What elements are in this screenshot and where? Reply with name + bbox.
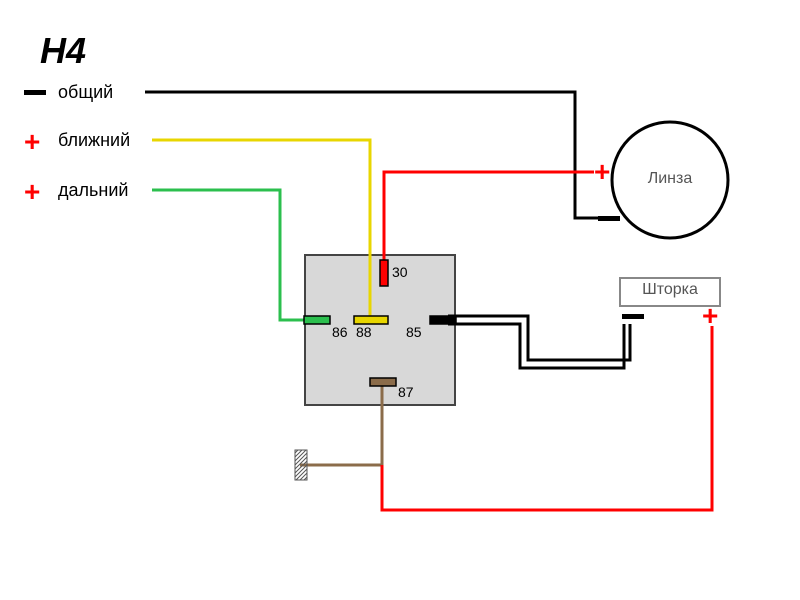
relay-pin-86 <box>304 316 330 324</box>
lens-label: Линза <box>640 170 700 188</box>
shutter-label: Шторка <box>624 281 716 299</box>
ground-symbol <box>295 450 307 480</box>
relay-pin-30 <box>380 260 388 286</box>
wire-pin30-to-lens-plus <box>384 172 594 268</box>
pin-label-87: 87 <box>398 384 414 400</box>
relay-pin-87 <box>370 378 396 386</box>
pin-label-88: 88 <box>356 324 372 340</box>
pin-label-30: 30 <box>392 264 408 280</box>
wiring-svg <box>0 0 800 600</box>
wire-dalniy-to-pin86 <box>152 190 312 320</box>
relay-pin-85 <box>430 316 456 324</box>
relay-pin-88 <box>354 316 388 324</box>
pin-label-85: 85 <box>406 324 422 340</box>
pin-label-86: 86 <box>332 324 348 340</box>
